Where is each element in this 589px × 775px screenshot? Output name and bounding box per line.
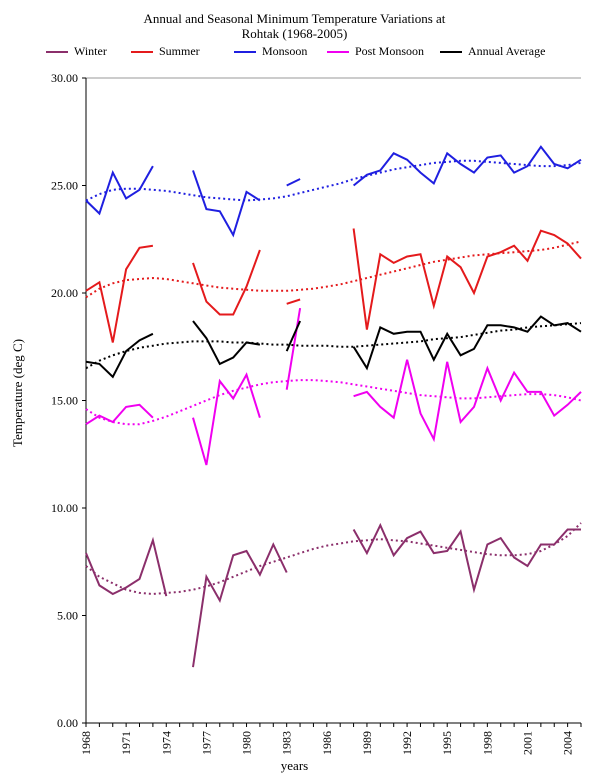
y-tick-label: 10.00 [51,501,78,515]
y-tick-label: 20.00 [51,286,78,300]
trendline-winter [86,523,581,594]
trendline-monsoon [86,161,581,201]
x-tick-label: 1968 [79,731,93,755]
x-tick-label: 2004 [561,731,575,755]
x-tick-label: 1971 [119,731,133,755]
x-tick-label: 1980 [240,731,254,755]
series-line-post-monsoon [86,308,581,465]
x-tick-label: 1974 [159,731,173,755]
x-tick-label: 1986 [320,731,334,755]
series-line-winter [86,525,581,667]
series-line-annual-average [86,317,581,377]
x-tick-label: 1977 [199,731,213,755]
y-tick-label: 25.00 [51,179,78,193]
y-tick-label: 30.00 [51,71,78,85]
x-tick-label: 1995 [440,731,454,755]
y-tick-label: 15.00 [51,394,78,408]
x-tick-label: 2001 [520,731,534,755]
x-tick-label: 1983 [280,731,294,755]
x-tick-label: 1998 [480,731,494,755]
x-tick-label: 1989 [360,731,374,755]
x-tick-label: 1992 [400,731,414,755]
y-tick-label: 0.00 [57,716,78,730]
y-tick-label: 5.00 [57,609,78,623]
trendline-annual-average [86,323,581,368]
